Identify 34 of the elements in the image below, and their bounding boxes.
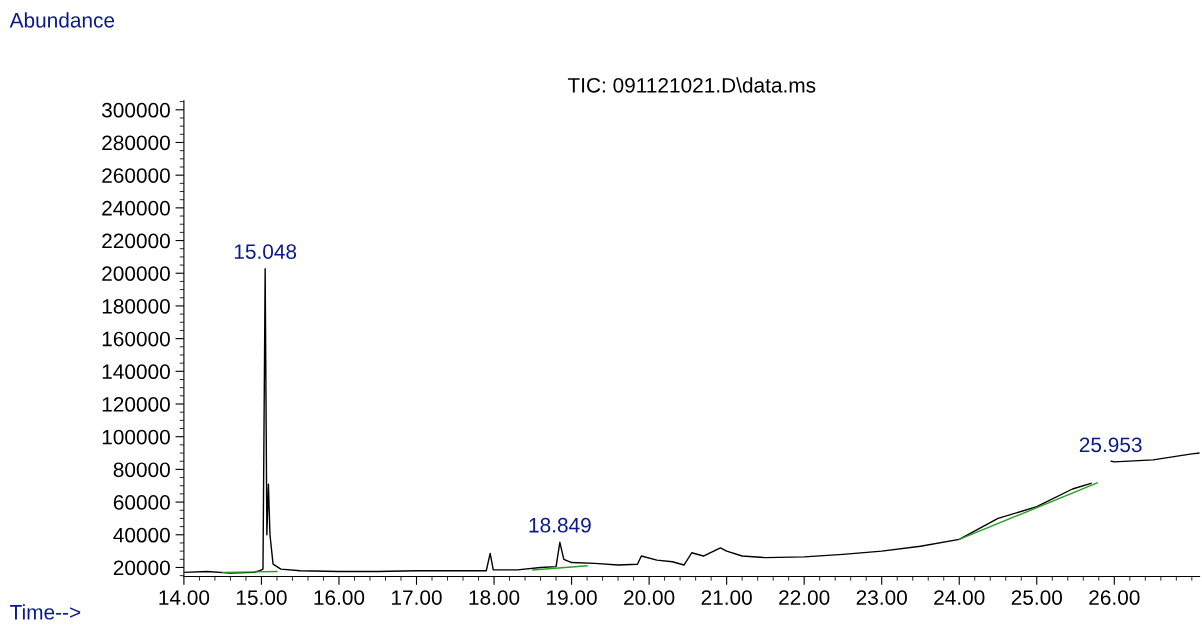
y-tick-label: 220000: [102, 233, 170, 249]
x-tick-label: 14.00: [159, 590, 210, 605]
y-tick-label: 300000: [101, 102, 170, 118]
x-tick-label: 21.00: [701, 590, 752, 605]
annotation: 15.048: [234, 244, 297, 259]
x-tick-label: 23.00: [856, 590, 907, 605]
annotation: 18.849: [529, 517, 591, 533]
y-tick-label: 60000: [113, 495, 170, 510]
y-axis-title: Abundance: [9, 12, 115, 28]
y-tick-label: 180000: [102, 298, 170, 314]
y-tick-label: 280000: [102, 135, 170, 151]
y-tick-label: 140000: [102, 364, 170, 380]
y-tick-label: 200000: [102, 266, 170, 281]
x-tick-label: 18.00: [469, 590, 520, 605]
annotation: 25.953: [1079, 437, 1142, 453]
x-tick-label: 24.00: [934, 590, 985, 605]
y-tick-label: 80000: [113, 462, 170, 478]
y-tick-label: 120000: [102, 397, 170, 412]
x-tick-label: 19.00: [547, 590, 597, 605]
x-tick-label: 16.00: [314, 590, 365, 605]
x-tick-label: 26.00: [1089, 590, 1140, 605]
y-tick-label: 240000: [102, 200, 170, 216]
y-tick-label: 160000: [102, 331, 170, 347]
x-tick-label: 22.00: [779, 590, 830, 605]
y-tick-label: 40000: [113, 527, 170, 543]
x-tick-label: 20.00: [624, 590, 675, 605]
y-tick-label: 100000: [102, 429, 170, 445]
x-tick-label: 15.00: [236, 590, 287, 605]
chart-title: TIC: 091121021.D\data.ms: [567, 77, 816, 93]
y-tick-label: 20000: [113, 560, 170, 576]
x-axis-title: Time-->: [10, 604, 81, 620]
x-tick-label: 17.00: [392, 590, 442, 605]
x-tick-label: 25.00: [1011, 590, 1063, 605]
y-tick-label: 260000: [102, 168, 170, 183]
